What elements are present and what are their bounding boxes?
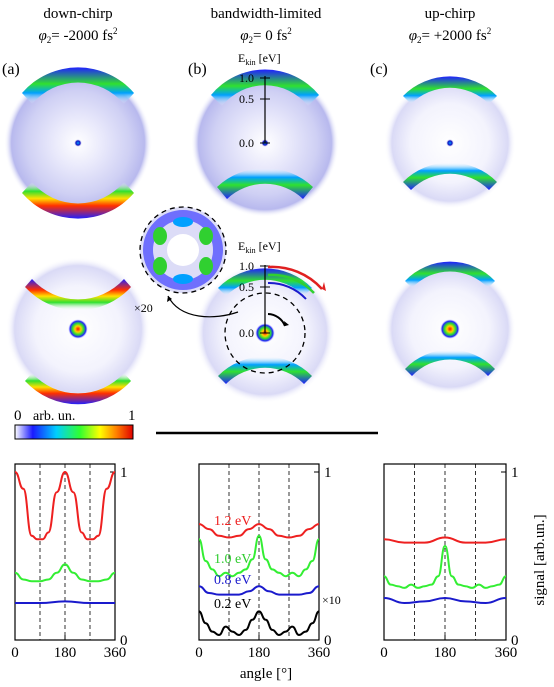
ekin-label-top: Ekin [eV] (238, 51, 281, 67)
x-tick-label: 180 (248, 645, 271, 661)
svg-text:0.0: 0.0 (239, 326, 254, 340)
arc-0-8ev (267, 281, 307, 300)
svg-text:1: 1 (128, 408, 136, 424)
series-line-08eV (15, 600, 115, 604)
y-tick-label: 0 (120, 633, 128, 649)
image-a-top (4, 67, 152, 219)
series-line-10eV (14, 563, 116, 583)
image-c-top (384, 76, 516, 209)
x-tick-label: 0 (195, 645, 203, 661)
series-line-12eV (383, 536, 507, 544)
series-line-02eV (198, 610, 320, 637)
series-line-10eV (198, 534, 320, 578)
image-a-bottom (6, 257, 150, 405)
phase-up-chirp: φ2= +2000 fs2 (409, 26, 492, 45)
colorbar: 0 arb. un. 1 (14, 408, 136, 440)
x-tick-label: 360 (308, 645, 331, 661)
ekin-axis-bottom: Ekin [eV] 1.0 0.5 0.0 (238, 239, 326, 340)
x-tick-label: 180 (54, 645, 77, 661)
y-tick-label: 1 (511, 465, 519, 481)
x-tick-label: 360 (104, 645, 127, 661)
scale-note: ×10 (322, 593, 341, 607)
svg-text:0.5: 0.5 (239, 92, 254, 106)
y-tick-label: 1 (120, 465, 128, 481)
y-tick-label: 0 (511, 633, 519, 649)
y-tick-label: 0 (324, 633, 332, 649)
header-down-chirp: down-chirp (43, 6, 112, 22)
arc-1-2ev (267, 265, 323, 290)
panel-label-c: (c) (370, 61, 388, 78)
phase-down-chirp: φ2= -2000 fs2 (38, 26, 117, 45)
panel-label-a: (a) (2, 61, 20, 78)
column-headers: down-chirp bandwidth-limited up-chirp φ2… (2, 6, 491, 78)
phase-bandwidth-limited: φ2= 0 fs2 (240, 26, 292, 45)
arc-0-2ev (267, 313, 286, 327)
series-label: 1.2 eV (214, 514, 251, 529)
x-tick-label: 0 (380, 645, 388, 661)
image-c-bottom (384, 261, 516, 395)
svg-text:0.5: 0.5 (239, 280, 254, 294)
svg-text:0: 0 (14, 408, 22, 424)
svg-text:arb. un.: arb. un. (33, 409, 75, 424)
y-axis-title: signal [arb.un.] (532, 514, 548, 605)
series-line-12eV (14, 470, 116, 541)
x-tick-label: 180 (434, 645, 457, 661)
series-line-08eV (198, 585, 320, 596)
series-line-12eV (198, 523, 320, 539)
x-axis-title: angle [°] (240, 666, 292, 682)
series-label: 1.0 eV (214, 552, 251, 567)
series-line-10eV (383, 544, 507, 589)
ekin-label-bottom: Ekin [eV] (238, 239, 281, 255)
zoom-label: ×20 (134, 301, 153, 315)
svg-text:0.0: 0.0 (239, 136, 254, 150)
x-tick-label: 360 (495, 645, 518, 661)
y-tick-label: 1 (324, 465, 332, 481)
ekin-axis-top: Ekin [eV] 1.0 0.5 0.0 (238, 51, 281, 150)
header-bandwidth-limited: bandwidth-limited (211, 6, 322, 22)
series-label: 0.8 eV (214, 573, 251, 588)
series-label: 0.2 eV (214, 597, 251, 612)
svg-text:1.0: 1.0 (239, 71, 254, 85)
header-up-chirp: up-chirp (425, 6, 476, 22)
series-line-08eV (383, 596, 507, 605)
svg-text:1.0: 1.0 (239, 259, 254, 273)
arc-1-0ev (267, 273, 315, 294)
panel-label-b: (b) (188, 61, 207, 78)
zoom-inset: ×20 (134, 206, 239, 318)
x-tick-label: 0 (11, 645, 19, 661)
